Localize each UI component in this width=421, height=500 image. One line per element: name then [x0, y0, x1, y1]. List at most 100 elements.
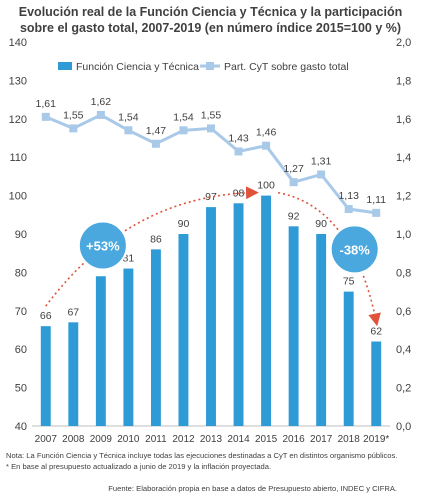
right-tick-label: 1,6	[396, 114, 411, 126]
left-tick-label: 50	[15, 383, 27, 395]
bar	[123, 268, 134, 426]
bar	[68, 322, 79, 426]
line-data-label: 1,55	[63, 109, 84, 121]
bar	[316, 234, 327, 426]
bar-data-label: 90	[315, 218, 327, 230]
line-data-label: 1,31	[311, 155, 332, 167]
line-point	[124, 126, 133, 135]
line-point	[262, 141, 271, 150]
bar-data-label: 100	[257, 180, 275, 192]
decrease-badge	[329, 224, 380, 275]
line-point	[41, 112, 50, 121]
x-tick-label: 2018	[338, 434, 361, 445]
source-note: Fuente: Elaboración propia en base a dat…	[108, 484, 397, 493]
left-tick-label: 70	[15, 306, 27, 318]
x-tick-label: 2008	[62, 434, 85, 445]
chart-title-line-1: Evolución real de la Función Ciencia y T…	[18, 5, 403, 19]
bar	[288, 226, 299, 426]
bar	[40, 326, 51, 426]
legend-swatch-marker	[206, 62, 214, 70]
line-point	[344, 205, 353, 214]
legend-swatch-bar	[58, 62, 72, 70]
line-point	[96, 110, 105, 119]
bar-data-label: 90	[178, 218, 190, 230]
bar	[343, 291, 354, 426]
x-tick-label: 2012	[172, 434, 195, 445]
right-tick-label: 1,4	[396, 152, 411, 164]
left-tick-label: 140	[9, 37, 27, 49]
bar-data-label: 67	[67, 306, 79, 318]
increase-badge	[77, 220, 128, 271]
bar	[261, 195, 272, 426]
right-tick-label: 0,2	[396, 383, 411, 395]
legend: Función Ciencia y Técnica Part. CyT sobre…	[58, 61, 349, 73]
bars	[40, 195, 382, 426]
line-data-label: 1,13	[338, 190, 359, 202]
right-tick-label: 1,8	[396, 75, 411, 87]
line-data-label: 1,27	[283, 163, 304, 175]
line-data-label: 1,47	[146, 125, 167, 137]
increase-badge-label: +53%	[86, 239, 120, 254]
bar-data-label: 97	[205, 191, 217, 203]
left-tick-label: 120	[9, 114, 27, 126]
bar-data-label: 75	[343, 276, 355, 288]
x-tick-label: 2007	[35, 434, 58, 445]
line-data-label: 1,54	[118, 111, 139, 123]
bar-data-label: 86	[150, 233, 162, 245]
note-2: * En base al presupuesto actualizado a j…	[6, 462, 272, 471]
right-tick-label: 1,0	[396, 229, 411, 241]
line-data-label: 1,54	[173, 111, 194, 123]
bar	[95, 276, 106, 426]
x-tick-label: 2010	[117, 434, 140, 445]
line-point	[207, 124, 215, 133]
axes: 40 50 60 70 80 90 100 110 120 130 140 0,0 0,2 0,4 0,6 0…	[9, 37, 412, 445]
right-tick-label: 0,8	[396, 267, 411, 279]
bar	[178, 234, 189, 426]
line-data-label: 1,55	[201, 109, 222, 121]
line-point	[372, 208, 381, 217]
line-labels: 1,61 1,55 1,62 1,54 1,47 1,54 1,55 1,43 1,46 1,27…	[36, 96, 387, 206]
line-data-label: 1,62	[91, 96, 112, 108]
line-point	[234, 147, 243, 156]
line-point	[69, 124, 78, 133]
chart-title: Evolución real de la Función Ciencia y T…	[0, 4, 421, 36]
line-data-label: 1,46	[256, 127, 277, 139]
bar-data-label: 92	[288, 210, 300, 222]
chart-title-line-2: sobre el gasto total, 2007-2019 (en núme…	[19, 21, 402, 35]
right-tick-label: 2,0	[396, 37, 411, 49]
line-point	[317, 170, 326, 179]
bar-data-label: 62	[370, 326, 382, 338]
x-tick-label: 2014	[227, 434, 250, 445]
legend-label-line: Part. CyT sobre gasto total	[224, 61, 349, 73]
right-tick-label: 0,4	[396, 344, 411, 356]
left-tick-label: 40	[15, 421, 27, 433]
x-tick-label: 2009	[90, 434, 113, 445]
increase-arrow	[45, 186, 259, 307]
line-layer	[41, 110, 381, 217]
line-data-label: 1,61	[36, 98, 57, 110]
x-tick-label: 2011	[145, 434, 167, 445]
line-data-label: 1,11	[366, 194, 386, 206]
x-tick-label: 2016	[282, 434, 305, 445]
x-tick-label: 2015	[255, 434, 278, 445]
left-tick-label: 60	[15, 344, 27, 356]
legend-label-bar: Función Ciencia y Técnica	[76, 61, 199, 73]
line-point	[179, 126, 188, 135]
line-point	[289, 178, 298, 187]
left-tick-label: 90	[15, 229, 27, 241]
line-data-label: 1,43	[228, 132, 249, 144]
x-tick-label: 2019*	[363, 434, 389, 445]
left-tick-label: 110	[9, 152, 27, 164]
bar-data-label: 81	[123, 253, 135, 265]
note-1: Nota: La Función Ciencia y Técnica inclu…	[6, 451, 398, 460]
right-tick-label: 0,6	[396, 306, 411, 318]
annotations: +53% -38%	[45, 186, 381, 327]
right-tick-label: 0,0	[396, 421, 411, 433]
notes: Nota: La Función Ciencia y Técnica inclu…	[6, 450, 416, 472]
decrease-badge-label: -38%	[340, 242, 371, 257]
left-tick-label: 80	[15, 267, 27, 279]
x-tick-label: 2017	[310, 434, 333, 445]
line-point	[151, 139, 160, 148]
x-tick-label: 2013	[200, 434, 223, 445]
